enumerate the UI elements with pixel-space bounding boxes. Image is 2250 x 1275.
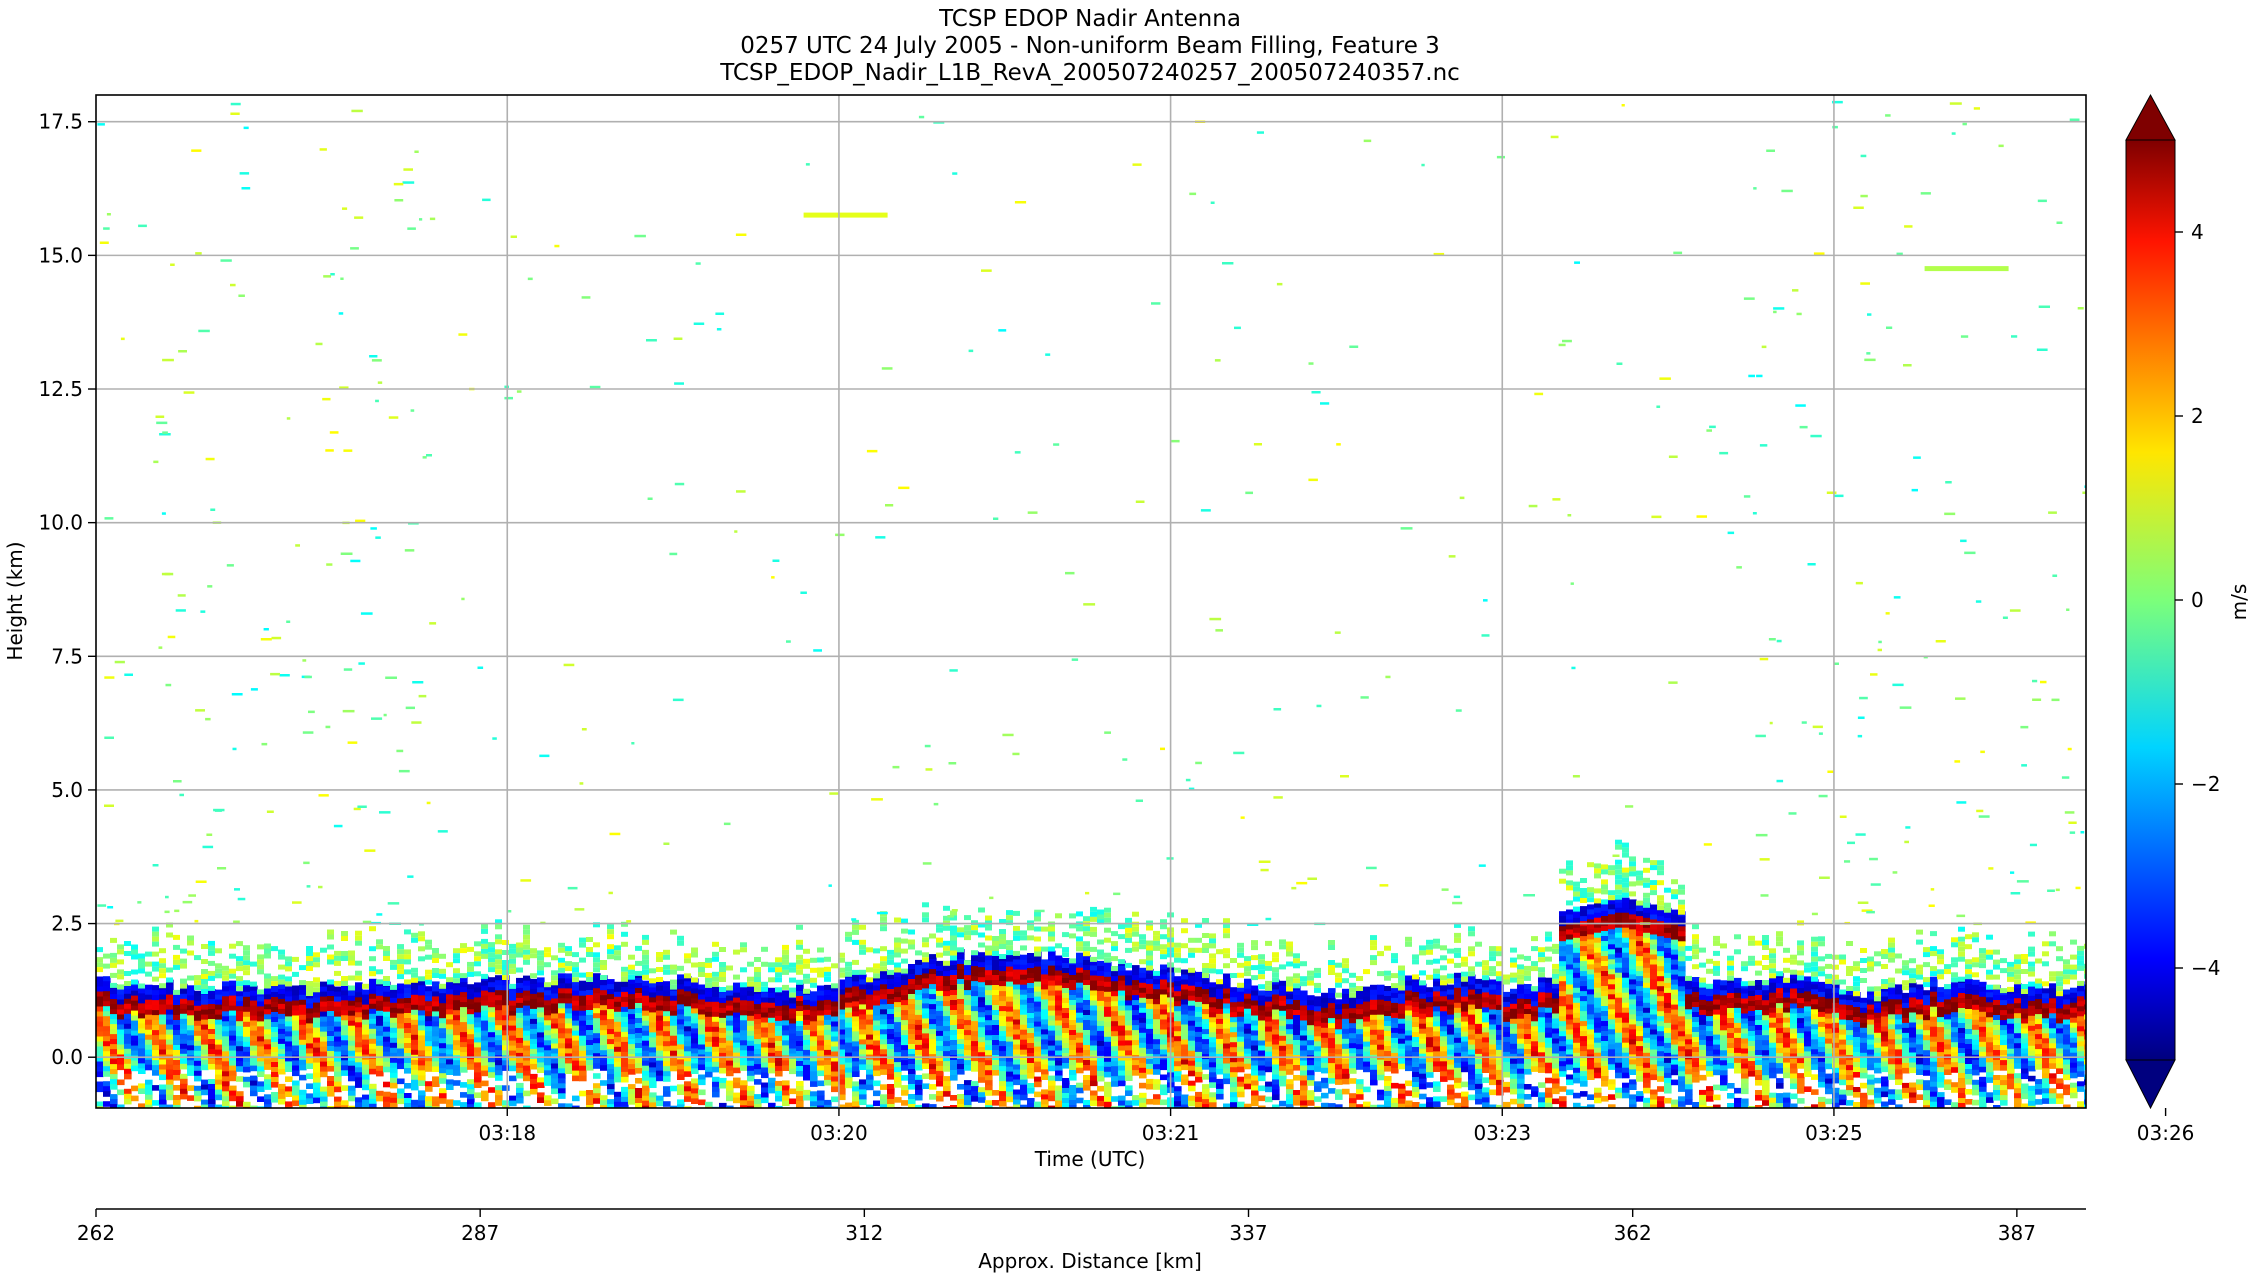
y-tick-label: 17.5	[38, 110, 83, 134]
distance-tick-label: 337	[1229, 1221, 1267, 1245]
x-axis-label: Time (UTC)	[1034, 1147, 1146, 1171]
colorbar-body	[2126, 140, 2175, 1060]
y-tick-label: 12.5	[38, 377, 83, 401]
y-tick-label: 15.0	[38, 243, 83, 267]
colorbar-tick-label: 2	[2191, 404, 2204, 428]
colorbar-min-extension	[2125, 1059, 2176, 1110]
chart-title-line-3: TCSP_EDOP_Nadir_L1B_RevA_200507240257_20…	[719, 60, 1460, 86]
chart-title-line-1: TCSP EDOP Nadir Antenna	[938, 6, 1241, 32]
x-tick-label: 03:26	[2137, 1121, 2195, 1145]
distance-tick-label: 262	[77, 1221, 115, 1245]
distance-axis-label: Approx. Distance [km]	[978, 1249, 1202, 1273]
y-tick-label: 0.0	[51, 1045, 83, 1069]
x-tick-label: 03:20	[810, 1121, 868, 1145]
chart-title-line-2: 0257 UTC 24 July 2005 - Non-uniform Beam…	[740, 33, 1440, 59]
x-axis-ticks: 03:18 03:20 03:21 03:23 03:25 03:26	[478, 1108, 2194, 1145]
colorbar-tick-label: 4	[2191, 220, 2204, 244]
distance-axis-ticks: 262 287 312 337 362 387	[77, 1209, 2036, 1245]
plot-area	[96, 95, 2086, 1108]
colorbar-label: m/s	[2227, 584, 2250, 621]
y-tick-label: 7.5	[51, 644, 83, 668]
plot-background	[96, 95, 2086, 1108]
velocity-field	[96, 100, 2086, 1108]
distance-tick-label: 387	[1998, 1221, 2036, 1245]
grid-lines	[96, 95, 2086, 1108]
y-axis-ticks: 0.0 2.5 5.0 7.5 10.0 12.5 15.0 17.5	[38, 110, 96, 1069]
distance-tick-label: 362	[1614, 1221, 1652, 1245]
x-tick-label: 03:21	[1142, 1121, 1200, 1145]
colorbar: 4 2 0 −2 −4 m/s	[2125, 93, 2250, 1110]
colorbar-ticks: 4 2 0 −2 −4	[2175, 220, 2220, 980]
y-tick-label: 10.0	[38, 511, 83, 535]
colorbar-tick-label: 0	[2191, 588, 2204, 612]
x-tick-label: 03:18	[478, 1121, 536, 1145]
colorbar-tick-label: −2	[2191, 772, 2220, 796]
y-tick-label: 5.0	[51, 778, 83, 802]
colorbar-max-extension	[2125, 93, 2176, 141]
y-tick-label: 2.5	[51, 912, 83, 936]
x-tick-label: 03:23	[1473, 1121, 1531, 1145]
distance-tick-label: 287	[461, 1221, 499, 1245]
x-tick-label: 03:25	[1805, 1121, 1863, 1145]
plot-frame	[95, 94, 2087, 1109]
distance-tick-label: 312	[845, 1221, 883, 1245]
y-axis-label: Height (km)	[3, 541, 27, 660]
colorbar-tick-label: −4	[2191, 956, 2220, 980]
